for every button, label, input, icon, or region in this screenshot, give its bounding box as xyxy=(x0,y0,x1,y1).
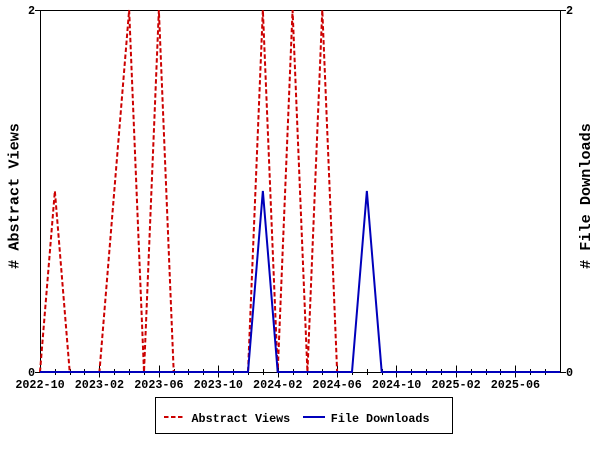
svg-text:0: 0 xyxy=(28,366,35,380)
svg-text:2025-02: 2025-02 xyxy=(431,378,480,392)
svg-text:2024-02: 2024-02 xyxy=(253,378,302,392)
svg-text:2024-06: 2024-06 xyxy=(312,378,361,392)
svg-text:2024-10: 2024-10 xyxy=(372,378,421,392)
svg-text:2023-10: 2023-10 xyxy=(194,378,243,392)
svg-text:2: 2 xyxy=(566,4,573,18)
svg-text:2025-06: 2025-06 xyxy=(491,378,540,392)
svg-text:2023-02: 2023-02 xyxy=(75,378,124,392)
svg-text:# Abstract Views: # Abstract Views xyxy=(6,123,24,269)
svg-text:File Downloads: File Downloads xyxy=(331,412,430,426)
svg-text:# File Downloads: # File Downloads xyxy=(577,123,595,269)
svg-text:0: 0 xyxy=(566,366,573,380)
svg-text:Abstract Views: Abstract Views xyxy=(192,412,291,426)
svg-text:2023-06: 2023-06 xyxy=(134,378,183,392)
svg-text:2022-10: 2022-10 xyxy=(15,378,64,392)
svg-text:2: 2 xyxy=(28,4,35,18)
